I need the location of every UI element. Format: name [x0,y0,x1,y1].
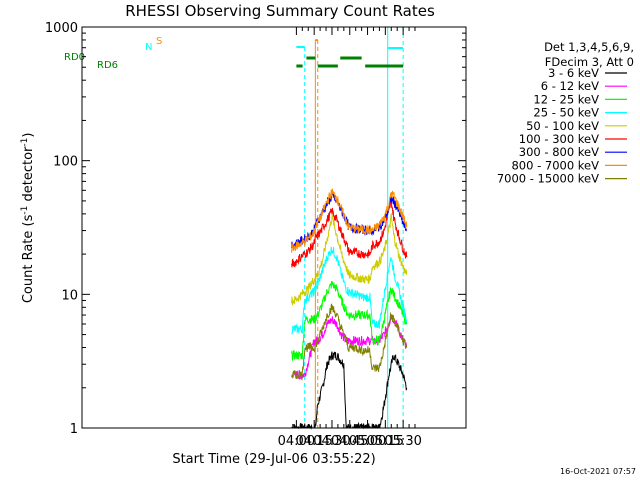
series-line-4 [291,213,408,306]
series-line-7 [291,188,408,253]
y-axis-label-start: Count Rate (s [21,214,37,304]
x-axis-label: Start Time (29-Jul-06 03:55:22) [172,452,376,467]
x-tick-label-6: 05:30 [384,434,421,449]
series-line-8 [291,303,408,381]
y-axis-label-sup: -1 [19,205,30,215]
y-tick-label-3: 1000 [45,21,78,36]
series-line-5 [291,198,408,268]
state-label-s: S [156,36,162,47]
series-line-3 [291,246,408,336]
legend-label-6: 300 - 800 keV [519,145,599,159]
legend-header-line1: Det 1,3,4,5,6,9, [544,40,634,54]
y-axis-label-end: ) [21,132,37,138]
x-tick-label-3: 04:45 [331,434,368,449]
legend-header-line2: FDecim 3, Att 0 [544,55,634,69]
legend-label-5: 100 - 300 keV [519,132,599,146]
legend-label-3: 25 - 50 keV [533,106,599,120]
legend-label-8: 7000 - 15000 keV [497,172,599,186]
y-axis-label-sup2: -1 [19,137,30,147]
legend-label-0: 3 - 6 keV [548,66,599,80]
state-label-rd6: RD6 [97,60,118,71]
legend-label-4: 50 - 100 keV [526,119,599,133]
y-axis-label: Count Rate (s-1 detector-1) [19,133,37,304]
y-tick-label-2: 100 [53,155,78,170]
legend-label-2: 12 - 25 keV [533,92,599,106]
state-label-rd0: RD0 [64,52,85,63]
x-tick-label-0: 04:00 [278,434,315,449]
state-label-n: N [145,42,152,53]
timestamp: 16-Oct-2021 07:57 [560,467,636,476]
legend-label-7: 800 - 7000 keV [511,158,599,172]
legend-header: Det 1,3,4,5,6,9, FDecim 3, Att 0 [544,40,634,70]
y-tick-label-0: 1 [70,422,78,437]
plot-frame [81,26,467,429]
x-tick-label-1: 04:15 [295,434,332,449]
x-tick-label-2: 04:30 [313,434,350,449]
series-line-2 [291,281,408,362]
x-tick-label-4: 05:00 [349,434,386,449]
chart-title: RHESSI Observing Summary Count Rates [125,2,435,20]
legend-label-1: 6 - 12 keV [541,79,599,93]
y-axis-label-tail: detector [21,146,37,206]
x-tick-label-5: 05:15 [367,434,404,449]
y-tick-label-1: 10 [61,288,78,303]
